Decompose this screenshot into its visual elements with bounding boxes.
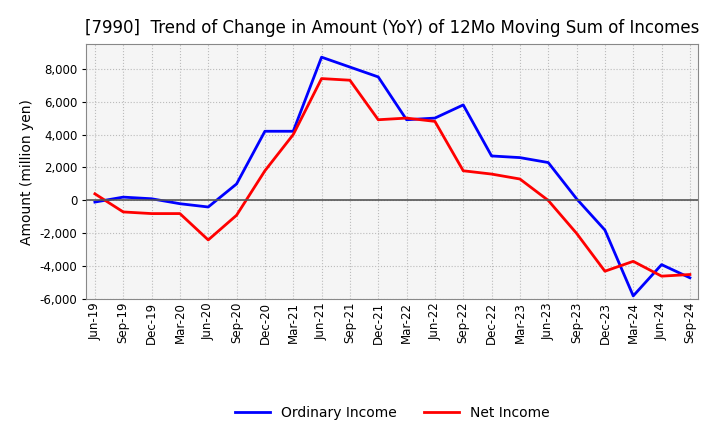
Ordinary Income	[629, 293, 637, 299]
Net Income	[119, 209, 127, 215]
Ordinary Income	[91, 199, 99, 205]
Ordinary Income	[487, 153, 496, 158]
Net Income	[318, 76, 326, 81]
Net Income	[657, 274, 666, 279]
Line: Ordinary Income: Ordinary Income	[95, 57, 690, 296]
Ordinary Income	[148, 196, 156, 202]
Net Income	[204, 237, 212, 242]
Ordinary Income	[685, 275, 694, 280]
Ordinary Income	[572, 196, 581, 202]
Ordinary Income	[233, 181, 241, 187]
Net Income	[516, 176, 524, 182]
Line: Net Income: Net Income	[95, 79, 690, 276]
Net Income	[629, 259, 637, 264]
Ordinary Income	[261, 128, 269, 134]
Ordinary Income	[544, 160, 552, 165]
Net Income	[148, 211, 156, 216]
Ordinary Income	[402, 117, 411, 122]
Net Income	[459, 168, 467, 173]
Net Income	[91, 191, 99, 197]
Net Income	[374, 117, 382, 122]
Net Income	[572, 231, 581, 236]
Title: [7990]  Trend of Change in Amount (YoY) of 12Mo Moving Sum of Incomes: [7990] Trend of Change in Amount (YoY) o…	[85, 19, 700, 37]
Ordinary Income	[657, 262, 666, 267]
Ordinary Income	[119, 194, 127, 200]
Net Income	[431, 119, 439, 124]
Ordinary Income	[346, 64, 354, 70]
Net Income	[289, 132, 297, 137]
Net Income	[600, 268, 609, 274]
Ordinary Income	[600, 227, 609, 233]
Net Income	[176, 211, 184, 216]
Ordinary Income	[459, 102, 467, 107]
Net Income	[487, 172, 496, 177]
Ordinary Income	[431, 115, 439, 121]
Y-axis label: Amount (million yen): Amount (million yen)	[20, 99, 34, 245]
Legend: Ordinary Income, Net Income: Ordinary Income, Net Income	[235, 406, 550, 420]
Net Income	[544, 198, 552, 203]
Net Income	[233, 213, 241, 218]
Ordinary Income	[374, 74, 382, 80]
Ordinary Income	[289, 128, 297, 134]
Ordinary Income	[176, 201, 184, 206]
Ordinary Income	[318, 55, 326, 60]
Ordinary Income	[516, 155, 524, 160]
Net Income	[402, 115, 411, 121]
Net Income	[685, 272, 694, 277]
Net Income	[346, 77, 354, 83]
Net Income	[261, 168, 269, 173]
Ordinary Income	[204, 204, 212, 209]
